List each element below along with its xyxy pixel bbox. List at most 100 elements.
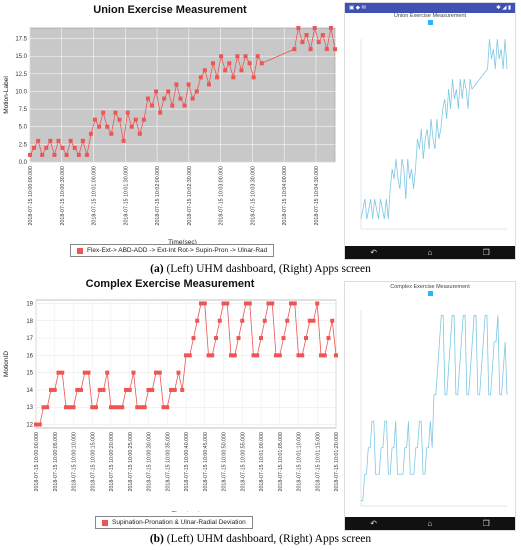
back-icon[interactable]: ↶ [370,519,377,528]
data-point [225,301,230,306]
data-point [93,117,98,122]
data-point [101,387,106,392]
y-tick-label: 12.5 [15,72,27,78]
x-tick-label: 2018-07-15 10:03:00.000 [219,166,225,226]
data-point [112,405,117,410]
data-point [52,152,57,157]
data-point [300,40,305,45]
data-point [315,301,320,306]
data-point [311,318,316,323]
recent-apps-icon[interactable]: ❐ [482,519,490,528]
back-icon[interactable]: ↶ [370,248,377,257]
data-point [227,61,232,66]
data-point [255,353,260,358]
legend-marker-icon [102,519,108,526]
x-tick-label: 2018-07-15 10:00:40.000 [184,432,190,492]
y-tick-label: 19 [26,301,33,307]
data-point [334,353,338,358]
data-point [210,353,215,358]
data-point [211,61,215,66]
x-tick-label: 2018-07-15 10:00:55.000 [240,432,246,492]
x-tick-label: 2018-07-15 10:00:35.000 [165,432,171,492]
data-point [82,370,87,375]
data-point [44,145,49,150]
app-b-chart-title: Complex Exercise Measurement [390,284,470,290]
chart-b-legend-label: Supination-Pronation & Ulnar-Radial Devi… [112,519,246,526]
data-point [137,131,142,136]
x-tick-label: 2018-07-15 10:00:15.000 [90,432,96,492]
data-point [231,75,236,80]
data-point [116,405,121,410]
chart-b-plot: 12 13 14 15 16 17 18 19 2018-07-15 10:00:00.000 2… [3,299,340,512]
x-tick-label: 2018-07-15 10:00:20.000 [109,432,115,492]
data-point [145,96,150,101]
x-tick-label: 2018-07-15 10:01:20.000 [334,432,340,492]
status-icons-left: ▣ ◆ ✉ [349,5,367,11]
data-point [105,370,110,375]
data-point [97,124,102,129]
app-series-line [360,38,508,220]
data-point [64,405,68,410]
data-point [45,405,50,410]
data-point [319,353,323,358]
data-point [80,138,85,143]
x-tick-label: 2018-07-15 10:00:00.000 [34,432,40,492]
data-point [285,318,290,323]
data-point [32,145,37,150]
recent-apps-icon[interactable]: ❐ [482,248,490,257]
data-point [68,138,73,143]
home-icon[interactable]: ⌂ [427,248,433,257]
data-point [215,75,220,80]
data-point [296,353,301,358]
x-tick-label: 2018-07-15 10:00:50.000 [222,432,228,492]
data-point [243,54,248,59]
chart-a-legend: Flex-Ext-> ABD-ADD -> Ext-Int Rot-> Supi… [70,244,275,257]
x-tick-label: 2018-07-15 10:00:10.000 [72,432,78,492]
data-point [161,405,166,410]
chart-b-legend: Supination-Pronation & Ulnar-Radial Devi… [95,516,253,529]
data-point [320,33,325,38]
data-point [117,117,122,122]
navigation-bar: ↶ ⌂ ❐ [345,517,515,530]
y-tick-label: 14 [26,388,33,394]
x-tick-label: 2018-07-15 10:01:00.000 [259,432,265,492]
data-point [162,96,167,101]
data-point [229,353,233,358]
data-point [76,152,81,157]
data-point [154,370,158,375]
y-axis-label: Motion-Label [3,76,10,114]
data-point [166,89,171,94]
legend-marker-icon [77,247,83,254]
data-point [199,301,203,306]
data-point [277,353,282,358]
data-point [60,145,65,150]
y-tick-label: 15.0 [15,54,27,60]
data-point [221,301,226,306]
data-point [84,152,89,157]
y-tick-label: 15 [26,371,33,377]
y-axis-label: MotionID [3,351,10,377]
app-b-legend-marker-icon [427,291,433,296]
data-point [48,138,53,143]
data-point [202,301,207,306]
data-point [304,33,309,38]
home-icon[interactable]: ⌂ [427,519,433,528]
data-point [186,82,191,87]
data-point [56,370,61,375]
data-point [158,110,163,115]
data-point [165,405,170,410]
data-point [214,336,218,341]
data-point [170,103,175,108]
data-point [217,318,222,323]
data-point [129,124,134,129]
data-point [266,301,271,306]
data-point [262,318,267,323]
data-point [75,387,80,392]
app-screen-b: Complex Exercise Measurement ↶ ⌂ ❐ [344,281,516,531]
y-tick-label: 7.5 [19,107,28,113]
data-point [274,353,278,358]
data-point [251,353,256,358]
data-point [307,318,312,323]
data-point [328,26,333,30]
data-point [195,318,200,323]
